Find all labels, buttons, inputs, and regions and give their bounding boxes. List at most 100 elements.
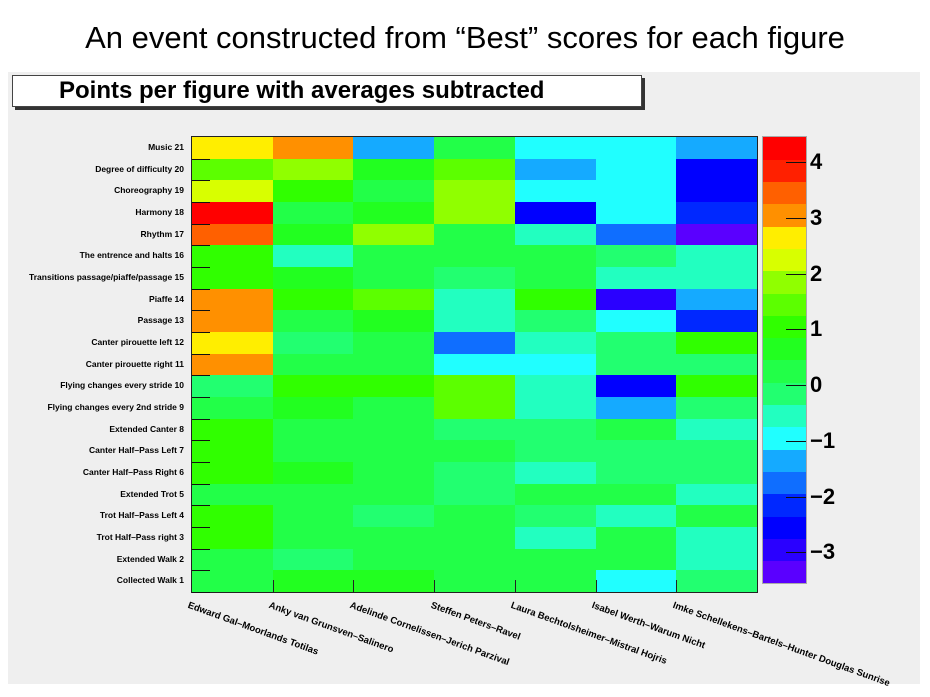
heatmap-cell xyxy=(595,158,677,181)
heatmap-cell xyxy=(595,202,677,225)
y-tick-label: Canter pirouette left 12 xyxy=(91,336,184,347)
colorbar-tick xyxy=(786,552,806,554)
heatmap-cell xyxy=(353,397,435,420)
heatmap-cell xyxy=(514,332,597,355)
heatmap-cell xyxy=(676,202,758,225)
heatmap-cell xyxy=(514,397,597,420)
x-tick xyxy=(353,580,355,592)
heatmap-cell xyxy=(192,440,274,463)
heatmap-cell xyxy=(434,180,516,203)
colorbar-tick-label: 2 xyxy=(810,260,823,286)
colorbar-bin xyxy=(763,293,806,316)
y-tick xyxy=(192,223,210,225)
heatmap-cell xyxy=(514,245,597,268)
y-tick-label: Collected Walk 1 xyxy=(116,575,184,586)
heatmap-cell xyxy=(514,548,597,571)
heatmap-cell xyxy=(676,137,758,160)
heatmap-cell xyxy=(272,180,354,203)
y-tick xyxy=(192,180,210,182)
heatmap-cell xyxy=(514,462,597,485)
heatmap-cell xyxy=(272,483,354,506)
heatmap-cell xyxy=(192,267,274,290)
colorbar-tick xyxy=(786,329,806,331)
heatmap-cell xyxy=(514,570,597,593)
heatmap-cell xyxy=(353,527,435,550)
heatmap-cell xyxy=(353,137,435,160)
heatmap-cell xyxy=(192,548,274,571)
y-tick-label: Flying changes every stride 10 xyxy=(60,380,184,391)
colorbar-bin xyxy=(763,226,806,249)
colorbar-tick xyxy=(786,273,806,275)
x-tick xyxy=(676,580,678,592)
heatmap-cell xyxy=(595,418,677,441)
colorbar-tick-label: −2 xyxy=(810,483,836,509)
heatmap-cell xyxy=(272,158,354,181)
colorbar-bin xyxy=(763,315,806,339)
y-tick xyxy=(192,267,210,268)
heatmap-cell xyxy=(595,375,677,398)
y-tick-label: The entrence and halts 16 xyxy=(79,250,184,261)
heatmap-cell xyxy=(192,180,274,203)
heatmap-cell xyxy=(514,375,597,398)
heatmap-cell xyxy=(272,223,354,246)
y-tick-label: Piaffe 14 xyxy=(149,293,184,304)
y-tick-label: Passage 13 xyxy=(137,315,184,326)
heatmap-cell xyxy=(272,440,354,463)
heatmap-cell xyxy=(192,462,274,485)
heatmap-cell xyxy=(434,310,516,333)
heatmap-cell xyxy=(676,440,758,463)
y-tick xyxy=(192,288,210,290)
heatmap-cell xyxy=(434,332,516,355)
heatmap-cell xyxy=(434,223,516,246)
heatmap-cell xyxy=(514,137,597,160)
heatmap-cell xyxy=(272,202,354,225)
heatmap-cell xyxy=(514,483,597,506)
heatmap-cell xyxy=(192,137,274,160)
heatmap-cell xyxy=(192,570,274,593)
heatmap-cell xyxy=(353,180,435,203)
heatmap-cell xyxy=(434,505,516,528)
heatmap-cell xyxy=(676,310,758,333)
heatmap-cell xyxy=(514,267,597,290)
heatmap-cell xyxy=(192,353,274,376)
heatmap-cell xyxy=(595,483,677,506)
y-tick-label: Choreography 19 xyxy=(114,185,184,196)
heatmap-cell xyxy=(192,397,274,420)
heatmap-cell xyxy=(676,570,758,593)
colorbar-tick-label: 3 xyxy=(810,204,823,230)
colorbar-tick xyxy=(786,162,806,164)
heatmap-cell xyxy=(676,267,758,290)
heatmap-cell xyxy=(514,527,597,550)
heatmap-cell xyxy=(676,527,758,550)
colorbar-bin xyxy=(763,493,806,517)
heatmap-cell xyxy=(514,505,597,528)
heatmap-cell xyxy=(353,440,435,463)
x-tick xyxy=(595,580,597,592)
colorbar-bin xyxy=(763,203,806,227)
colorbar-tick xyxy=(786,385,806,387)
heatmap-cell xyxy=(192,288,274,311)
colorbar-bin xyxy=(763,449,806,472)
heatmap-cell xyxy=(676,548,758,571)
heatmap-cell xyxy=(595,310,677,333)
y-tick xyxy=(192,418,210,420)
heatmap-cell xyxy=(595,353,677,376)
heatmap-cell xyxy=(676,245,758,268)
heatmap-cell xyxy=(192,158,274,181)
heatmap-cell xyxy=(434,353,516,376)
heatmap-cell xyxy=(676,462,758,485)
heatmap-cell xyxy=(353,288,435,311)
heatmap-cell xyxy=(353,310,435,333)
heatmap-cell xyxy=(595,397,677,420)
heatmap-cell xyxy=(353,353,435,376)
colorbar-bin xyxy=(763,248,806,272)
heatmap-cell xyxy=(353,223,435,246)
y-tick-label: Canter pirouette right 11 xyxy=(85,358,184,369)
heatmap-cell xyxy=(353,548,435,571)
heatmap-cell xyxy=(192,527,274,550)
heatmap-cell xyxy=(595,267,677,290)
heatmap-cell xyxy=(192,375,274,398)
colorbar-bin xyxy=(763,137,806,160)
heatmap-cell xyxy=(353,202,435,225)
